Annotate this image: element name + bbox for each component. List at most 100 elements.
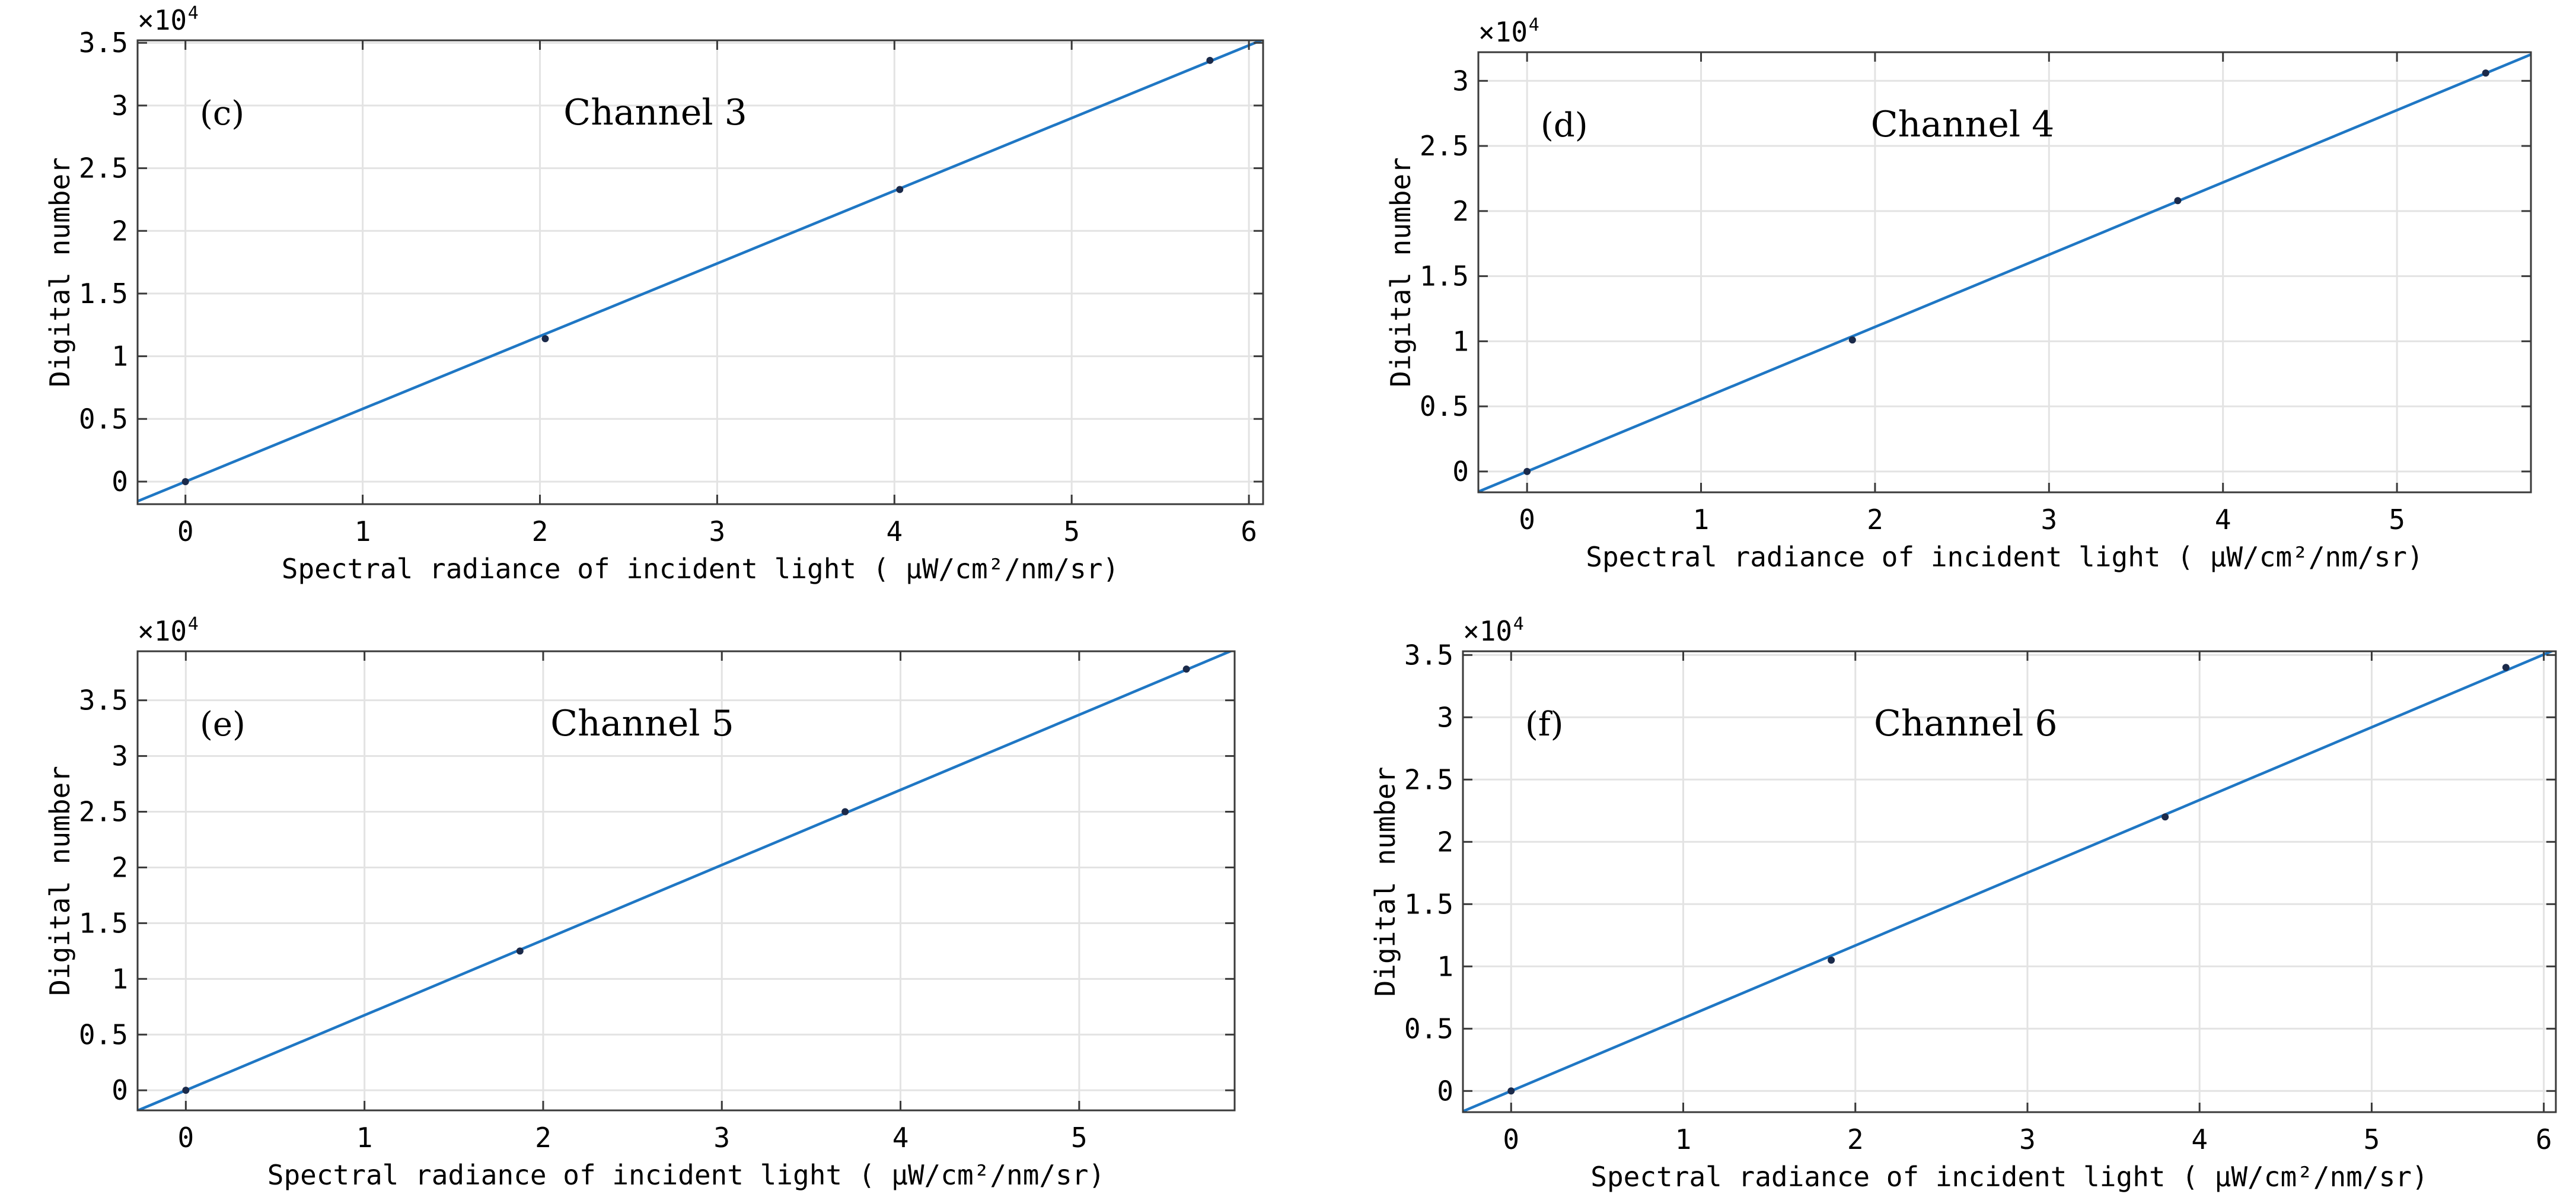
panel-4-panel-label: (f) [1525,705,1563,744]
panel-3-data-point [1182,666,1190,673]
panel-2-data-point [1848,336,1856,344]
panel-3-ytick-label: 0 [111,1074,128,1106]
panel-2-title: Channel 4 [1871,104,2055,145]
panel-3-title: Channel 5 [550,703,734,744]
panel-2-y-multiplier: ×10 [1478,16,1528,48]
panel-3-data-point [516,947,524,955]
panel-4-data-point [1507,1087,1515,1095]
panel-1-ytick-label: 3.5 [79,27,128,59]
panel-3-xtick-label: 2 [535,1122,551,1154]
panel-1-data-point [541,335,549,343]
panel-1-y-axis-label: Digital number [44,157,76,387]
panel-1-ytick-label: 1 [111,340,128,372]
panel-3-ytick-label: 3.5 [79,684,128,717]
panel-2-ytick-label: 0.5 [1420,390,1469,422]
panel-1-fit-line [138,40,1263,503]
panel-4-axes-box [1462,650,2557,1113]
panel-3-ytick-label: 2.5 [79,796,128,828]
panel-4-title: Channel 6 [1874,703,2058,744]
panel-2-xtick-label: 0 [1519,504,1535,536]
panel-3-y-multiplier: ×10 [138,615,187,647]
panel-4-grid [1463,651,2556,1112]
panel-3-ytick-label: 1.5 [79,907,128,939]
panel-2-ytick-label: 2.5 [1420,130,1469,162]
panel-1-ytick-label: 3 [111,90,128,122]
panel-3-y-axis-label: Digital number [44,766,76,996]
panel-4-data-point [1828,956,1835,964]
panel-3-ytick-label: 1 [111,963,128,995]
panel-3-data-point [182,1087,190,1094]
panel-2-grid [1478,52,2531,492]
panel-1-ytick-label: 1.5 [79,278,128,310]
panel-4-ytick-label: 2.5 [1404,763,1453,795]
panel-1-xtick-label: 6 [1241,515,1257,547]
panel-4-data-point [2161,813,2169,821]
panel-4-xtick-label: 6 [2536,1123,2552,1155]
panel-2-ytick-label: 0 [1452,456,1469,488]
panel-2-xtick-label: 1 [1693,504,1710,536]
panel-3-axes-box [136,650,1236,1112]
panel-1-panel-label: (c) [200,94,244,133]
panel-4-x-axis-label: Spectral radiance of incident light ( μW… [1590,1161,2428,1193]
panel-2-data-point [1523,467,1531,475]
panel-4-xtick-label: 4 [2191,1123,2208,1155]
panel-3-panel-label: (e) [200,705,246,744]
panel-1-xtick-label: 1 [355,515,371,547]
panel-4-xtick-label: 1 [1675,1123,1692,1155]
panel-3-xtick-label: 3 [713,1122,730,1154]
panel-1-data-point [181,477,189,485]
panel-3-xtick-label: 0 [178,1122,195,1154]
panel-2-ytick-label: 1.5 [1420,260,1469,292]
panel-1-x-axis-label: Spectral radiance of incident light ( μW… [282,553,1119,585]
panel-4-ytick-label: 0 [1437,1075,1453,1107]
panel-2-xtick-label: 3 [2041,504,2057,536]
panel-4-ytick-label: 1 [1437,950,1453,982]
panel-4-y-multiplier-exp: 4 [1513,614,1524,635]
panel-3-xtick-label: 5 [1071,1122,1088,1154]
panel-3-data-point [841,808,849,816]
panel-3-ytick-label: 3 [111,740,128,772]
panel-1-xtick-label: 3 [709,515,726,547]
panel-4-data-point [2502,664,2510,671]
panel-2-x-axis-label: Spectral radiance of incident light ( μW… [1586,541,2423,573]
panel-1-axes-box [136,39,1264,505]
panel-2-ytick-label: 1 [1452,325,1469,357]
panel-2-y-multiplier-exp: 4 [1529,15,1539,36]
panel-3-xtick-label: 1 [356,1122,373,1154]
panel-4-xtick-label: 0 [1503,1123,1519,1155]
panel-1-data-point [896,186,904,193]
panel-1-data-point [1206,56,1214,64]
panel-2-xtick-label: 5 [2389,504,2405,536]
panel-4-xtick-label: 5 [2364,1123,2380,1155]
panel-1-xtick-label: 0 [177,515,194,547]
panel-3-y-multiplier-exp: 4 [188,614,199,635]
panel-1-y-multiplier-exp: 4 [188,3,199,24]
panel-4-ytick-label: 2 [1437,826,1453,858]
panel-3-fit-line [138,651,1234,1110]
panel-3-grid [138,651,1235,1110]
panel-1-xtick-label: 5 [1063,515,1080,547]
panel-1-ytick-label: 0.5 [79,403,128,435]
panel-4-ytick-label: 3 [1437,701,1453,733]
panel-2-axes-box [1477,51,2532,493]
panel-2-data-point [2174,197,2182,205]
panel-1-y-multiplier: ×10 [138,4,187,36]
panel-1-xtick-label: 2 [532,515,549,547]
panel-4-fit-line [1463,651,2555,1112]
panel-1-ytick-label: 2 [111,215,128,247]
panel-2-y-axis-label: Digital number [1385,157,1417,387]
panel-2-data-point [2482,69,2489,77]
panel-3-x-axis-label: Spectral radiance of incident light ( μW… [267,1159,1105,1191]
panel-2-xtick-label: 4 [2215,504,2231,536]
panel-4-ytick-label: 1.5 [1404,888,1453,920]
panel-2-xtick-label: 2 [1867,504,1883,536]
panel-2-panel-label: (d) [1541,106,1588,145]
panel-4-ytick-label: 3.5 [1404,639,1453,671]
panel-4-xtick-label: 2 [1847,1123,1864,1155]
panel-3-ytick-label: 0.5 [79,1018,128,1050]
